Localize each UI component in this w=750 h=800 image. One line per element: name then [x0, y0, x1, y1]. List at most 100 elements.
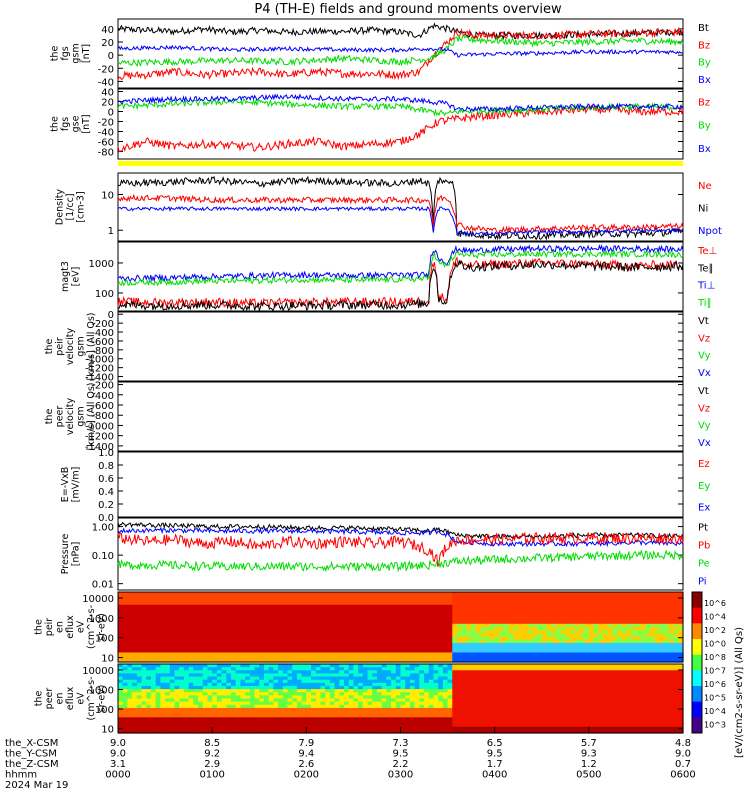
heatmap-cell — [395, 682, 402, 687]
heatmap-cell — [160, 685, 166, 690]
heatmap-cell — [447, 711, 453, 715]
heatmap-cell — [372, 646, 378, 650]
heatmap-cell — [344, 679, 350, 684]
heatmap-cell — [376, 723, 383, 728]
heatmap-cell — [541, 717, 548, 722]
heatmap-cell — [617, 649, 623, 654]
heatmap-cell — [372, 676, 378, 681]
heatmap-cell — [541, 627, 548, 631]
heatmap-cell — [593, 639, 599, 644]
heatmap-cell — [602, 623, 609, 628]
heatmap-cell — [249, 627, 256, 631]
heatmap-cell — [560, 652, 566, 657]
heatmap-cell — [560, 655, 566, 660]
heatmap-cell — [584, 595, 590, 599]
heatmap-cell — [127, 676, 133, 681]
heatmap-cell — [489, 598, 496, 603]
heatmap-cell — [532, 664, 538, 668]
heatmap-cell — [560, 627, 566, 631]
heatmap-cell — [560, 639, 566, 644]
heatmap-cell — [428, 601, 435, 606]
heatmap-cell — [475, 673, 482, 678]
heatmap-cell — [150, 633, 157, 638]
heatmap-cell — [348, 623, 355, 628]
heatmap-cell — [235, 689, 242, 693]
heatmap-cell — [169, 704, 176, 709]
heatmap-cell — [513, 611, 519, 615]
heatmap-cell — [221, 627, 227, 631]
heatmap-cell — [513, 692, 519, 696]
heatmap-cell — [245, 595, 251, 599]
heatmap-cell — [584, 604, 590, 609]
y-axis-label-line: Pressure — [60, 534, 71, 575]
heatmap-cell — [584, 639, 590, 644]
heatmap-cell — [461, 636, 468, 641]
heatmap-cell — [419, 664, 425, 668]
heatmap-cell — [607, 639, 613, 644]
heatmap-cell — [504, 655, 510, 660]
heatmap-cell — [631, 649, 637, 654]
heatmap-cell — [551, 607, 557, 612]
heatmap-cell — [461, 617, 468, 622]
heatmap-cell — [226, 701, 232, 706]
legend-entry: By — [698, 58, 711, 69]
heatmap-cell — [570, 604, 576, 609]
heatmap-cell — [391, 679, 397, 684]
heatmap-cell — [650, 604, 656, 609]
heatmap-cell — [391, 611, 397, 615]
heatmap-cell — [296, 711, 303, 715]
heatmap-cell — [207, 620, 213, 625]
heatmap-cell — [259, 667, 265, 671]
heatmap-cell — [499, 639, 505, 644]
heatmap-cell — [136, 679, 143, 684]
heatmap-cell — [414, 704, 420, 709]
heatmap-cell — [325, 723, 331, 728]
heatmap-cell — [461, 633, 468, 638]
heatmap-cell — [419, 701, 425, 706]
heatmap-cell — [381, 698, 387, 703]
heatmap-cell — [344, 707, 350, 712]
heatmap-cell — [212, 652, 218, 657]
y-axis-label-line: the — [34, 619, 45, 635]
heatmap-cell — [400, 620, 406, 625]
heatmap-cell — [325, 711, 331, 715]
heatmap-cell — [249, 704, 256, 709]
heatmap-cell — [183, 685, 190, 690]
heatmap-cell — [414, 658, 420, 663]
heatmap-cell — [235, 649, 242, 654]
heatmap-cell — [598, 633, 604, 638]
heatmap-cell — [325, 601, 331, 606]
heatmap-cell — [480, 601, 486, 606]
heatmap-cell — [433, 664, 439, 668]
heatmap-cell — [466, 692, 472, 696]
heatmap-cell — [320, 627, 326, 631]
heatmap-cell — [174, 627, 180, 631]
heatmap-cell — [122, 642, 129, 647]
heatmap-cell — [207, 723, 213, 728]
heatmap-cell — [320, 701, 326, 706]
heatmap-cell — [174, 630, 180, 634]
heatmap-cell — [240, 689, 246, 693]
heatmap-cell — [367, 614, 373, 619]
heatmap-cell — [546, 704, 552, 709]
heatmap-cell — [372, 649, 378, 654]
heatmap-cell — [400, 598, 406, 603]
heatmap-cell — [155, 679, 161, 684]
heatmap-cell — [537, 633, 543, 638]
heatmap-cell — [419, 704, 425, 709]
heatmap-cell — [499, 704, 505, 709]
heatmap-cell — [621, 592, 628, 596]
heatmap-cell — [306, 723, 312, 728]
heatmap-cell — [494, 646, 500, 650]
heatmap-cell — [193, 689, 199, 693]
heatmap-cell — [607, 607, 613, 612]
heatmap-cell — [588, 636, 595, 641]
heatmap-cell — [457, 701, 463, 706]
heatmap-cell — [287, 704, 293, 709]
heatmap-cell — [174, 673, 180, 678]
heatmap-cell — [334, 689, 340, 693]
heatmap-cell — [249, 692, 256, 696]
heatmap-cell — [301, 664, 307, 668]
heatmap-cell — [249, 726, 256, 731]
heatmap-cell — [174, 729, 180, 734]
